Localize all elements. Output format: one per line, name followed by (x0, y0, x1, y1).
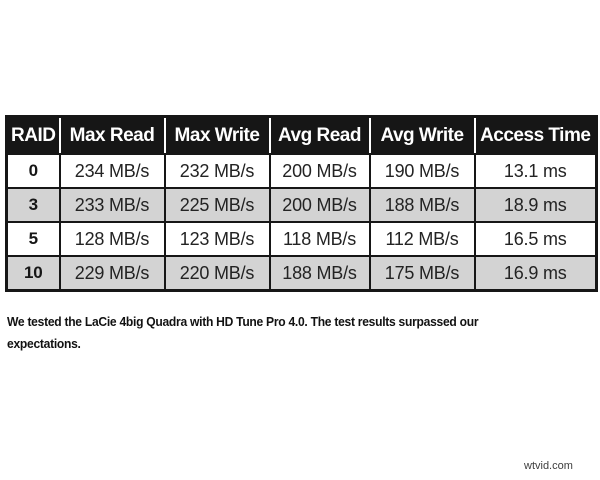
column-header-raid: RAID (6, 116, 61, 155)
column-header-access-time: Access Time (474, 116, 597, 155)
value-cell: 225 MB/s (163, 187, 271, 223)
value-cell: 118 MB/s (268, 221, 371, 257)
value-cell: 123 MB/s (163, 221, 271, 257)
value-cell: 188 MB/s (368, 187, 476, 223)
caption: We tested the LaCie 4big Quadra with HD … (7, 311, 479, 355)
value-cell: 220 MB/s (163, 255, 271, 292)
table-row: 0 234 MB/s 232 MB/s 200 MB/s 190 MB/s 13.1 ms (5, 153, 598, 189)
raid-level-cell: 10 (5, 255, 61, 292)
raid-level-cell: 0 (5, 153, 61, 189)
value-cell: 190 MB/s (368, 153, 476, 189)
value-cell: 16.5 ms (473, 221, 598, 257)
caption-line-2: expectations. (7, 336, 81, 351)
column-header-max-write: Max Write (164, 116, 271, 155)
raid-level-cell: 3 (5, 187, 61, 223)
value-cell: 188 MB/s (268, 255, 371, 292)
value-cell: 13.1 ms (473, 153, 598, 189)
table-row: 3 233 MB/s 225 MB/s 200 MB/s 188 MB/s 18.9 ms (5, 187, 598, 223)
value-cell: 233 MB/s (58, 187, 166, 223)
value-cell: 16.9 ms (473, 255, 598, 292)
value-cell: 18.9 ms (473, 187, 598, 223)
value-cell: 232 MB/s (163, 153, 271, 189)
column-header-avg-write: Avg Write (369, 116, 476, 155)
column-header-avg-read: Avg Read (269, 116, 371, 155)
column-header-max-read: Max Read (59, 116, 166, 155)
watermark: wtvid.com (524, 460, 573, 472)
value-cell: 200 MB/s (268, 187, 371, 223)
table-row: 5 128 MB/s 123 MB/s 118 MB/s 112 MB/s 16.5 ms (5, 221, 598, 257)
table-row: 10 229 MB/s 220 MB/s 188 MB/s 175 MB/s 16.9 m… (5, 255, 598, 292)
value-cell: 128 MB/s (58, 221, 166, 257)
value-cell: 229 MB/s (58, 255, 166, 292)
value-cell: 175 MB/s (368, 255, 476, 292)
value-cell: 112 MB/s (368, 221, 476, 257)
value-cell: 200 MB/s (268, 153, 371, 189)
value-cell: 234 MB/s (58, 153, 166, 189)
raid-level-cell: 5 (5, 221, 61, 257)
caption-line-1: We tested the LaCie 4big Quadra with HD … (7, 314, 479, 329)
table-header-row: RAID Max Read Max Write Avg Read Avg Wri… (6, 116, 597, 155)
raid-benchmark-table: RAID Max Read Max Write Avg Read Avg Wri… (5, 115, 598, 292)
